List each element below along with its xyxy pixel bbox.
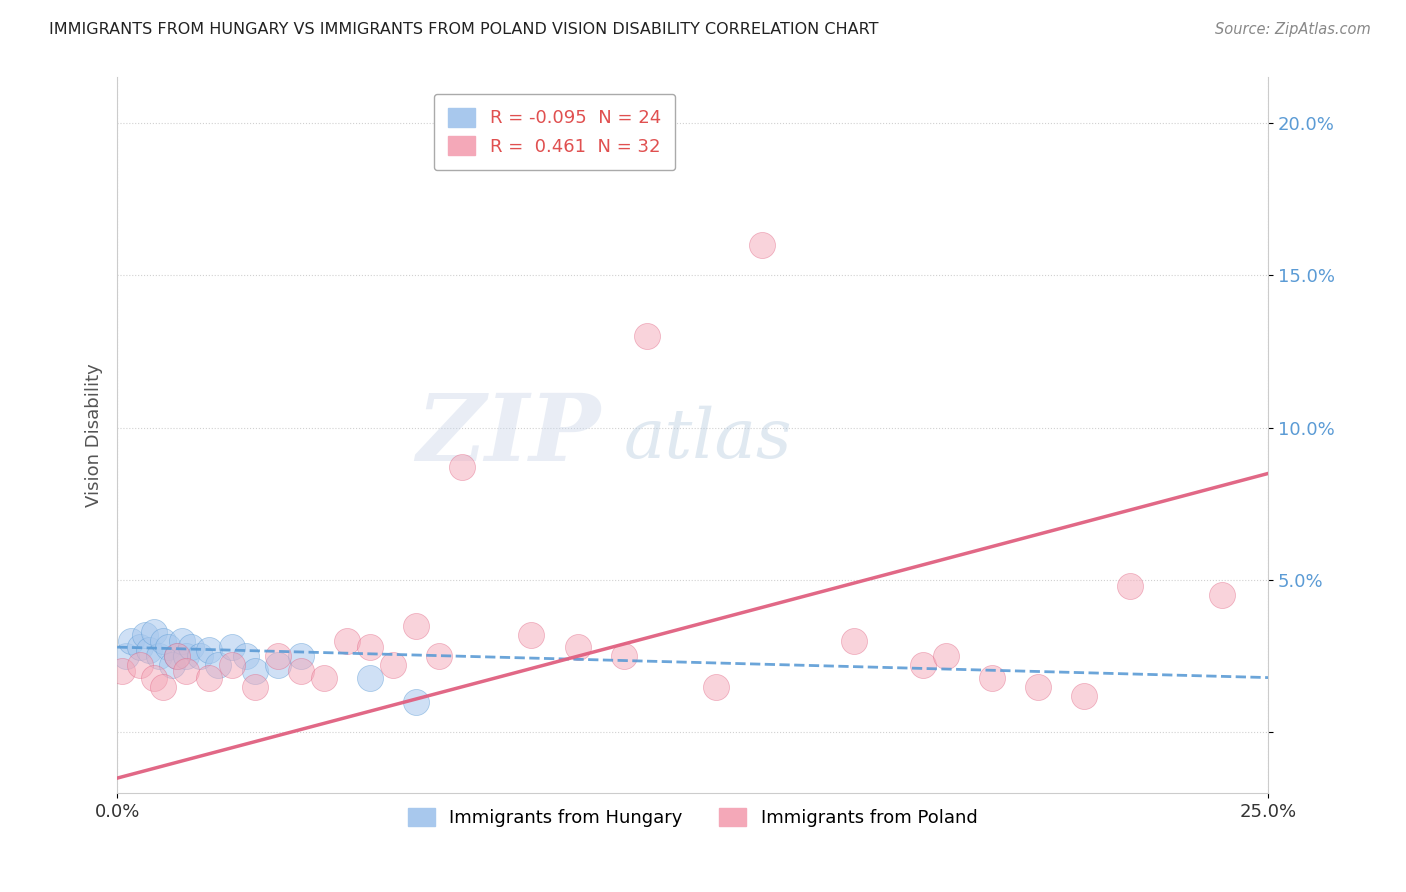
Point: [267, 658, 290, 673]
Point: [166, 649, 188, 664]
Point: [613, 649, 636, 664]
Point: [221, 640, 243, 654]
Point: [245, 665, 267, 679]
Legend: Immigrants from Hungary, Immigrants from Poland: Immigrants from Hungary, Immigrants from…: [401, 801, 984, 834]
Point: [336, 634, 359, 648]
Point: [115, 649, 138, 664]
Point: [359, 671, 381, 685]
Point: [198, 643, 221, 657]
Point: [451, 460, 474, 475]
Text: atlas: atlas: [624, 406, 792, 473]
Point: [520, 628, 543, 642]
Point: [180, 640, 202, 654]
Point: [207, 658, 229, 673]
Point: [129, 658, 152, 673]
Point: [405, 619, 427, 633]
Point: [567, 640, 589, 654]
Point: [935, 649, 957, 664]
Point: [267, 649, 290, 664]
Point: [134, 628, 156, 642]
Point: [174, 649, 197, 664]
Point: [152, 634, 174, 648]
Point: [1119, 579, 1142, 593]
Point: [290, 649, 312, 664]
Point: [143, 624, 166, 639]
Point: [152, 680, 174, 694]
Point: [1211, 588, 1233, 602]
Point: [382, 658, 405, 673]
Point: [290, 665, 312, 679]
Point: [120, 634, 142, 648]
Point: [221, 658, 243, 673]
Point: [842, 634, 865, 648]
Point: [314, 671, 336, 685]
Point: [359, 640, 381, 654]
Point: [704, 680, 727, 694]
Point: [1026, 680, 1049, 694]
Point: [1073, 689, 1095, 703]
Point: [751, 238, 773, 252]
Text: ZIP: ZIP: [416, 391, 600, 481]
Point: [129, 640, 152, 654]
Point: [174, 665, 197, 679]
Text: IMMIGRANTS FROM HUNGARY VS IMMIGRANTS FROM POLAND VISION DISABILITY CORRELATION : IMMIGRANTS FROM HUNGARY VS IMMIGRANTS FR…: [49, 22, 879, 37]
Point: [198, 671, 221, 685]
Point: [162, 658, 184, 673]
Point: [405, 695, 427, 709]
Point: [188, 649, 211, 664]
Point: [111, 665, 134, 679]
Point: [166, 649, 188, 664]
Point: [911, 658, 934, 673]
Point: [156, 640, 179, 654]
Point: [245, 680, 267, 694]
Point: [636, 329, 658, 343]
Point: [170, 634, 193, 648]
Point: [429, 649, 451, 664]
Point: [148, 649, 170, 664]
Text: Source: ZipAtlas.com: Source: ZipAtlas.com: [1215, 22, 1371, 37]
Y-axis label: Vision Disability: Vision Disability: [86, 364, 103, 508]
Point: [235, 649, 257, 664]
Point: [980, 671, 1002, 685]
Point: [138, 643, 160, 657]
Point: [143, 671, 166, 685]
